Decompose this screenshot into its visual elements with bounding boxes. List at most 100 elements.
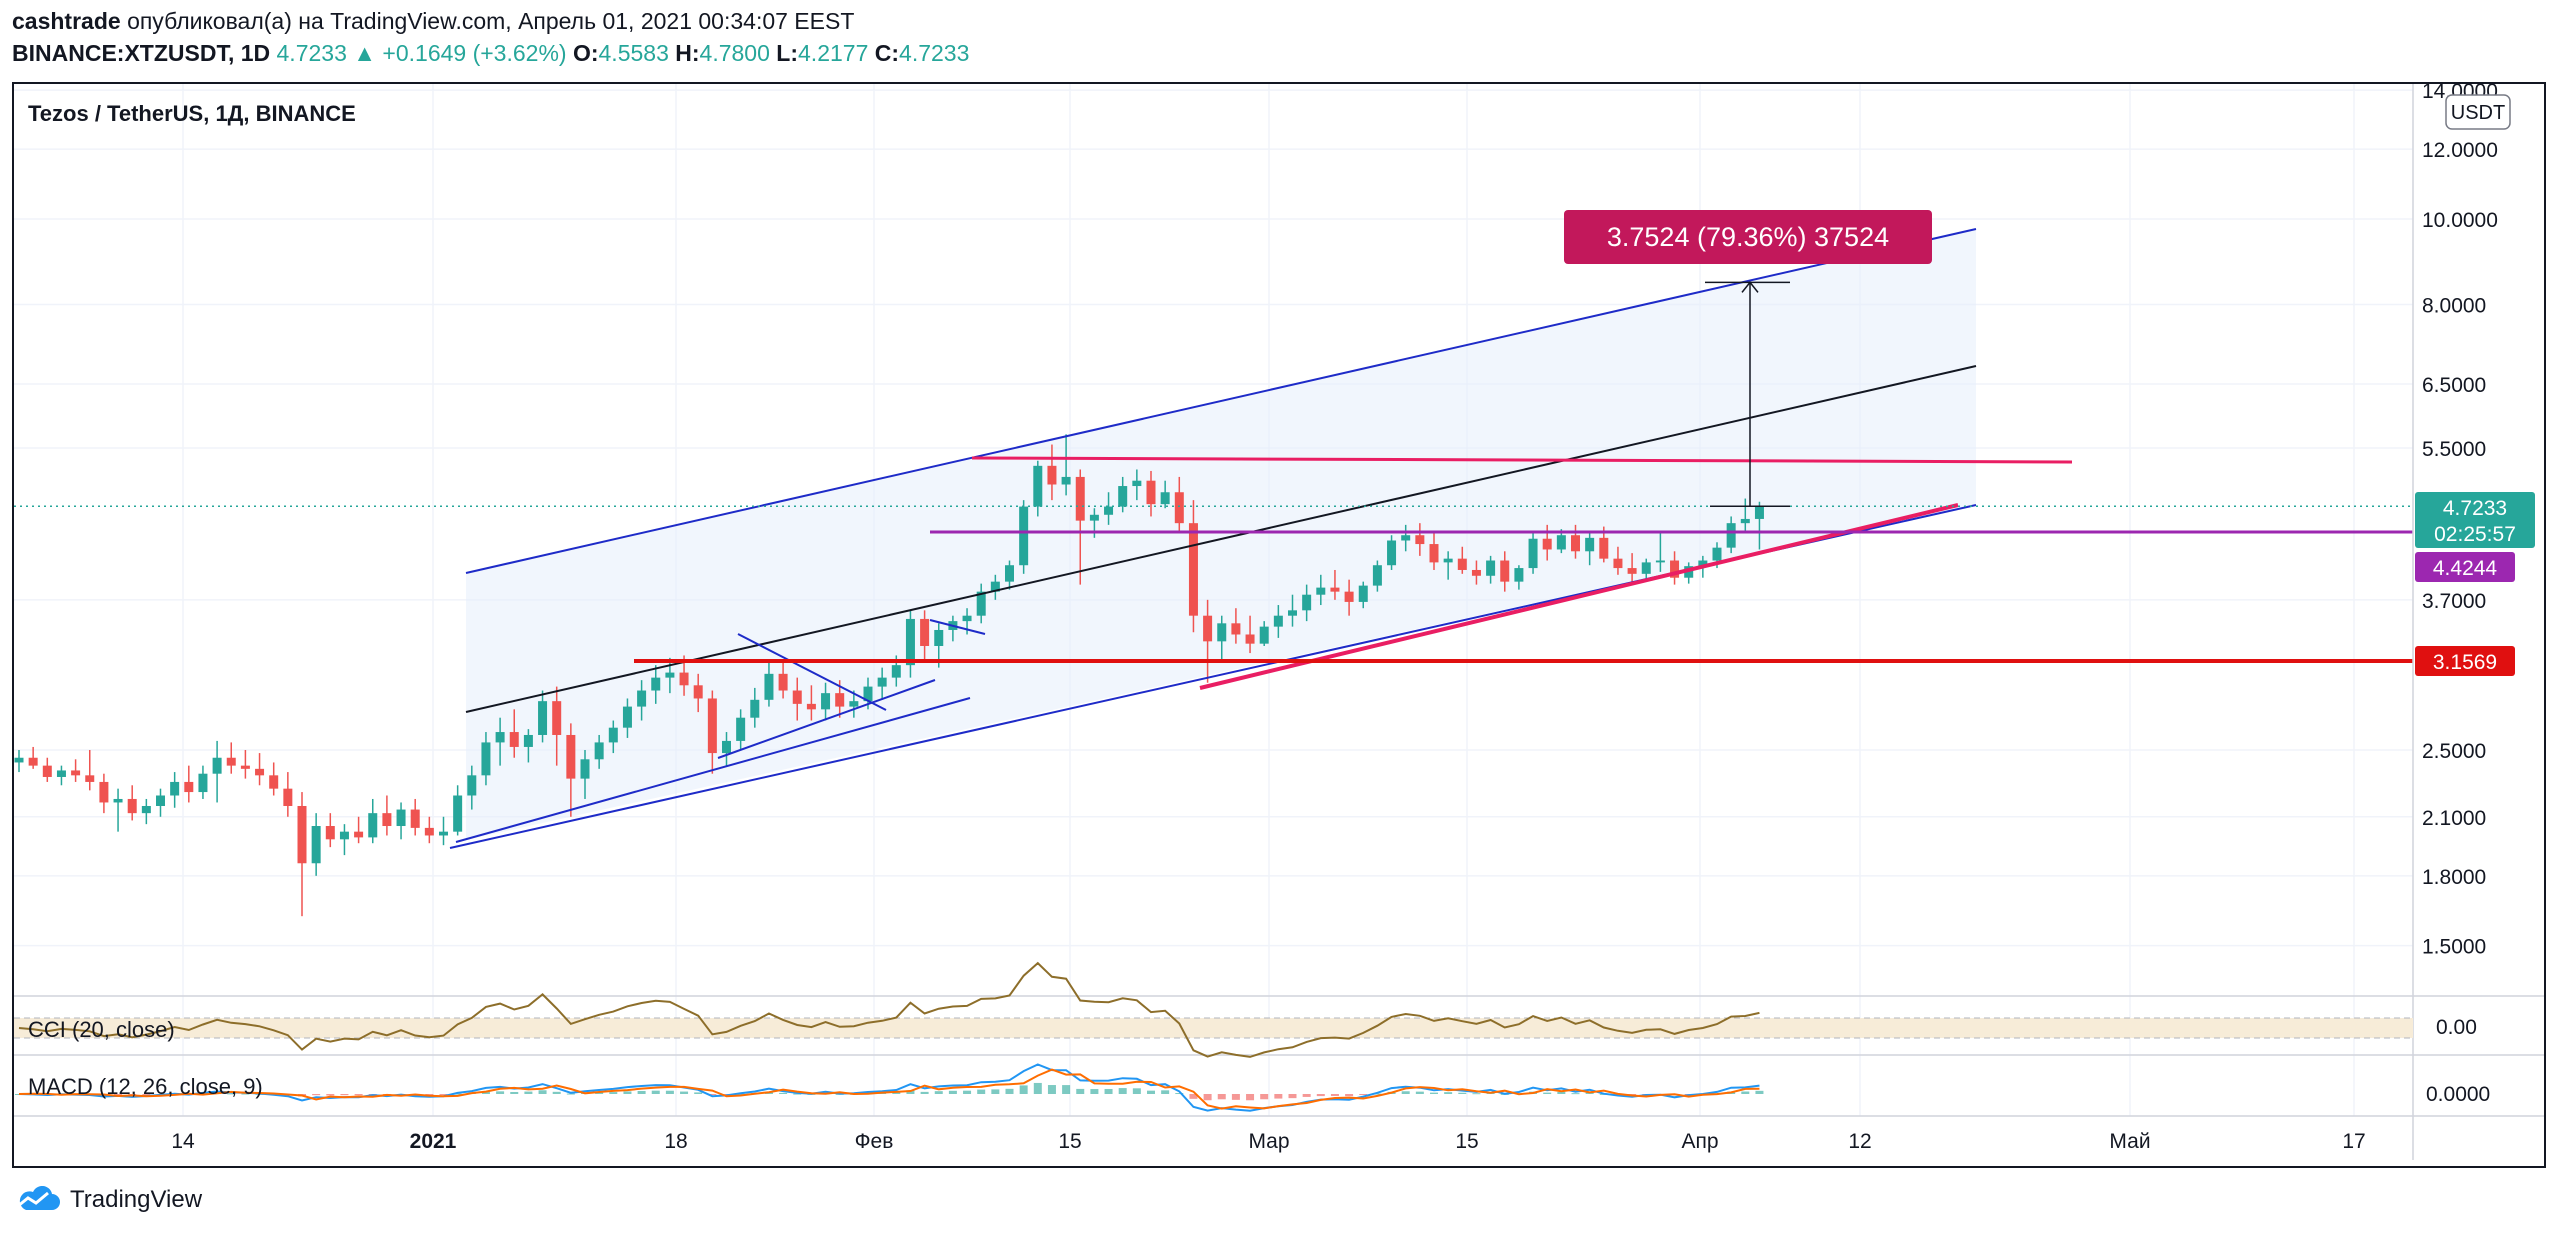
macd-histogram-bar <box>1161 1090 1170 1094</box>
macd-histogram-bar <box>1231 1094 1240 1100</box>
macd-histogram-bar <box>651 1090 660 1094</box>
candle-body <box>127 798 137 814</box>
macd-histogram-bar <box>1557 1091 1566 1094</box>
candle-body <box>1047 465 1057 485</box>
candle-body <box>1670 560 1680 578</box>
macd-histogram-bar <box>1118 1088 1127 1094</box>
candle-body <box>976 591 986 616</box>
cci-line <box>18 961 1760 1058</box>
macd-histogram-bar <box>623 1091 632 1094</box>
grid <box>14 84 2413 1116</box>
candle-body <box>382 813 392 827</box>
macd-histogram-bar <box>227 1093 236 1095</box>
candle-body <box>1132 480 1142 487</box>
candle-body <box>354 831 364 838</box>
macd-histogram-bar <box>1019 1085 1028 1094</box>
chart-frame[interactable] <box>12 82 2546 1168</box>
macd-histogram-bar <box>779 1092 788 1094</box>
wedge-line <box>737 633 887 711</box>
currency-badge[interactable]: USDT <box>2445 94 2511 130</box>
candle-body <box>637 690 647 707</box>
candle-body <box>792 690 802 704</box>
macd-histogram-bar <box>1359 1094 1368 1095</box>
footer-brand: TradingView <box>70 1186 203 1213</box>
macd-histogram-bar <box>892 1092 901 1094</box>
candle-body <box>750 699 760 718</box>
price-tick-label: 10.0000 <box>2422 209 2498 232</box>
price-tick-label: 6.5000 <box>2422 374 2486 397</box>
candle-body <box>1443 558 1453 563</box>
candle-body <box>566 734 576 779</box>
candle-body <box>1627 568 1637 574</box>
macd-histogram-bar <box>708 1094 717 1095</box>
candle-body <box>1387 540 1397 566</box>
macd-axis-value: 0.0000 <box>2426 1083 2490 1106</box>
price-axis[interactable]: 14.000012.000010.00008.00006.50005.50003… <box>14 80 2544 1160</box>
candle-body <box>835 693 845 707</box>
macd-histogram-bar <box>963 1090 972 1094</box>
candle-body <box>806 703 816 710</box>
last-price-tag: 4.7233 <box>2443 497 2507 520</box>
time-tick-label: Май <box>2109 1130 2150 1153</box>
candle-body <box>1585 537 1595 552</box>
candle-body <box>226 757 236 766</box>
macd-signal-line <box>18 1068 1760 1110</box>
time-tick-label: 14 <box>171 1130 195 1153</box>
candle-body <box>1471 569 1481 576</box>
macd-histogram-bar <box>1543 1092 1552 1094</box>
high-label: H: <box>675 40 700 66</box>
candle-body <box>1571 535 1580 552</box>
candle-body <box>28 757 38 766</box>
candle-body <box>99 781 109 803</box>
time-tick-label: 17 <box>2342 1130 2365 1153</box>
macd-histogram-bar <box>1175 1093 1184 1095</box>
macd-histogram-bar <box>566 1093 575 1095</box>
price-change: ▲ +0.1649 (+3.62%) <box>353 40 567 66</box>
candle-body <box>1401 535 1411 541</box>
candle-body <box>1457 558 1467 570</box>
publisher-name[interactable]: cashtrade <box>12 8 121 34</box>
price-tick-label: 3.7000 <box>2422 590 2486 613</box>
candle-body <box>722 740 731 754</box>
candle-body <box>920 618 930 646</box>
candle-body <box>1754 506 1764 519</box>
candle-body <box>311 826 321 864</box>
time-axis[interactable]: 14 2021 18 Фев 15 Мар 15 Апр 12 Май 17 <box>171 1130 2365 1153</box>
low-value: 4.2177 <box>798 40 869 66</box>
cci-axis-value: 0.00 <box>2436 1016 2477 1039</box>
candle-body <box>1344 591 1354 602</box>
macd-histogram-bar <box>1288 1094 1297 1099</box>
candle-body <box>594 742 604 760</box>
candle-body <box>962 615 972 622</box>
candle-body <box>1075 476 1085 521</box>
candle-body <box>1245 634 1255 644</box>
candle-body <box>849 701 859 707</box>
purple-level-tag: 4.4244 <box>2433 557 2498 580</box>
candle-body <box>1613 558 1623 569</box>
candle-body <box>1698 560 1708 567</box>
candle-body <box>905 618 915 666</box>
footer[interactable]: TradingView <box>12 1186 202 1214</box>
macd-histogram-bar <box>1274 1094 1283 1099</box>
candle-body <box>1273 615 1283 627</box>
candle-body <box>764 673 774 700</box>
macd-histogram-bar <box>1415 1091 1424 1094</box>
candle-body <box>1500 560 1510 582</box>
time-tick-label: Апр <box>1681 1130 1718 1153</box>
open-label: O: <box>572 40 599 66</box>
candle-body <box>580 759 590 779</box>
candle-body <box>156 795 165 806</box>
macd-histogram-bar <box>1033 1082 1042 1094</box>
candle-body <box>170 781 180 796</box>
candle-body <box>1005 565 1014 582</box>
candle-body <box>622 706 632 728</box>
candle-body <box>934 629 944 646</box>
macd-histogram-bar <box>680 1091 689 1094</box>
macd-histogram-bar <box>1217 1094 1226 1100</box>
time-tick-label: 15 <box>1058 1130 1081 1153</box>
candle-body <box>1188 523 1198 616</box>
macd-histogram-bar <box>1444 1092 1453 1094</box>
indicators <box>14 961 2413 1112</box>
measure-badge[interactable]: 3.7524 (79.36%) 37524 <box>1564 210 1932 264</box>
